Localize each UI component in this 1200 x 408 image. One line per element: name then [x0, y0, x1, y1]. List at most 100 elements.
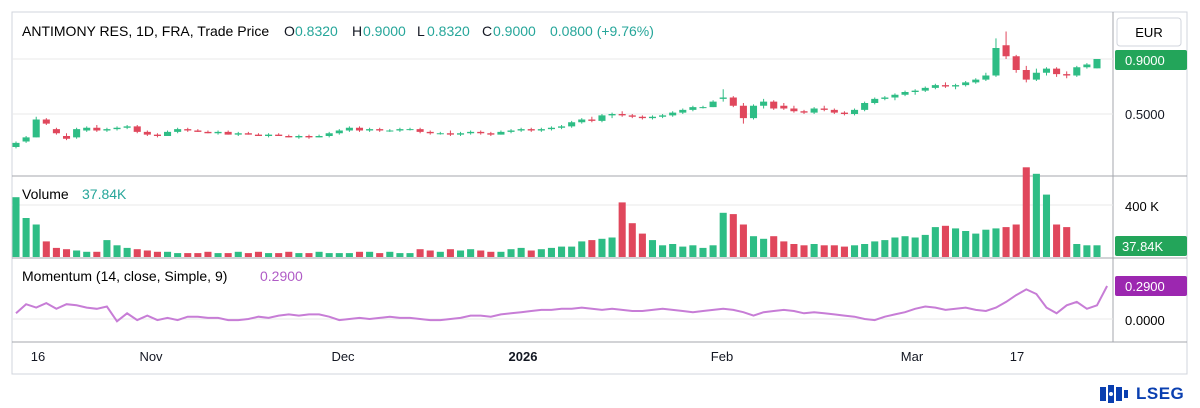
time-axis: 16 Nov Dec 2026 Feb Mar 17 — [31, 349, 1024, 364]
candle-body — [790, 108, 798, 112]
candle-body — [345, 127, 353, 131]
time-axis-label: Mar — [901, 349, 924, 364]
candle-body — [396, 129, 404, 131]
volume-bar — [194, 253, 202, 257]
candle-body — [204, 131, 212, 134]
candle-body — [133, 126, 141, 132]
volume-bar — [558, 246, 566, 257]
candle-body — [275, 134, 283, 136]
volume-bar — [749, 236, 758, 257]
volume-bar — [739, 224, 747, 257]
volume-bar — [1022, 167, 1030, 257]
candle-body — [962, 82, 970, 86]
volume-bar — [224, 253, 232, 257]
candle-body — [699, 107, 707, 109]
volume-bar — [143, 250, 151, 257]
candle-body — [123, 126, 131, 128]
candle-body — [164, 131, 172, 136]
candle-body — [285, 136, 293, 138]
time-axis-label: Dec — [331, 349, 355, 364]
candle-body — [861, 103, 869, 110]
volume-bar — [1063, 227, 1071, 257]
volume-bar — [275, 253, 283, 257]
candle-body — [62, 136, 71, 139]
candle-body — [952, 85, 960, 87]
last-momentum-label: 0.2900 — [1125, 279, 1165, 294]
volume-bar — [32, 224, 40, 257]
candle-body — [254, 134, 263, 136]
candle-body — [103, 129, 111, 131]
volume-bar — [618, 202, 626, 257]
candle-body — [1053, 68, 1061, 75]
volume-bar — [42, 241, 50, 257]
volume-bar — [689, 245, 697, 257]
candle-body — [871, 98, 879, 103]
candle-body — [497, 131, 505, 135]
candle-body — [810, 108, 818, 113]
volume-bar — [921, 234, 929, 257]
volume-bar — [103, 240, 111, 257]
volume-bar — [972, 233, 980, 257]
lseg-emblem-icon — [1100, 385, 1128, 403]
volume-bar — [123, 247, 131, 257]
volume-bar — [547, 247, 555, 257]
candle-body — [749, 105, 758, 119]
candle-body — [770, 101, 778, 109]
volume-bar — [608, 237, 616, 257]
candle-body — [214, 131, 222, 134]
candle-body — [729, 97, 737, 106]
volume-bar — [1073, 244, 1081, 257]
candle-body — [659, 115, 667, 117]
candle-body — [921, 87, 929, 91]
volume-bar — [962, 231, 970, 257]
candle-body — [840, 112, 848, 114]
time-axis-label: 2026 — [509, 349, 538, 364]
volume-bar — [477, 250, 485, 257]
header-symbol: ANTIMONY RES, 1D, FRA, Trade Price — [22, 23, 269, 39]
volume-bar — [487, 251, 495, 257]
volume-bar — [820, 245, 828, 257]
last-momentum-badge — [1115, 276, 1187, 296]
candle-body — [184, 129, 192, 131]
candle-body — [436, 133, 444, 135]
volume-bar — [568, 246, 576, 257]
volume-bar — [305, 253, 313, 257]
volume-bar — [153, 251, 161, 257]
momentum-layer — [15, 285, 1108, 323]
volume-bar — [366, 251, 374, 257]
candle-body — [446, 133, 454, 135]
candle-body — [325, 133, 333, 136]
volume-bar — [62, 249, 71, 257]
candle-body — [1042, 68, 1051, 73]
volume-bar — [840, 246, 848, 257]
volume-bar — [214, 253, 222, 257]
header-open-value: 0.8320 — [295, 23, 338, 39]
candle-body — [1012, 56, 1020, 70]
volume-bar — [911, 237, 919, 257]
time-axis-label: 16 — [31, 349, 45, 364]
volume-bar — [234, 251, 242, 257]
currency-selector[interactable] — [1116, 17, 1182, 47]
volume-bar — [1032, 173, 1040, 257]
candle-body — [73, 129, 81, 138]
candle-body — [1002, 45, 1010, 57]
volume-tick-label: 400 K — [1125, 199, 1159, 214]
volume-bar — [12, 197, 20, 257]
volume-bar — [1012, 224, 1020, 257]
volume-bar — [52, 247, 60, 257]
candle-body — [709, 101, 717, 108]
volume-bar — [315, 251, 323, 257]
candle-body — [618, 114, 626, 116]
volume-bar — [760, 238, 768, 257]
candle-body — [638, 116, 646, 119]
candle-body — [719, 97, 727, 99]
candle-body — [578, 119, 586, 123]
candle-body — [972, 79, 980, 83]
candle-body — [881, 97, 889, 99]
candle-body — [406, 129, 414, 131]
volume-bar — [537, 249, 545, 257]
candle-body — [982, 75, 990, 80]
momentum-tick-label: 0.0000 — [1125, 313, 1165, 328]
volume-bar — [679, 246, 687, 257]
candle-body — [598, 115, 606, 121]
